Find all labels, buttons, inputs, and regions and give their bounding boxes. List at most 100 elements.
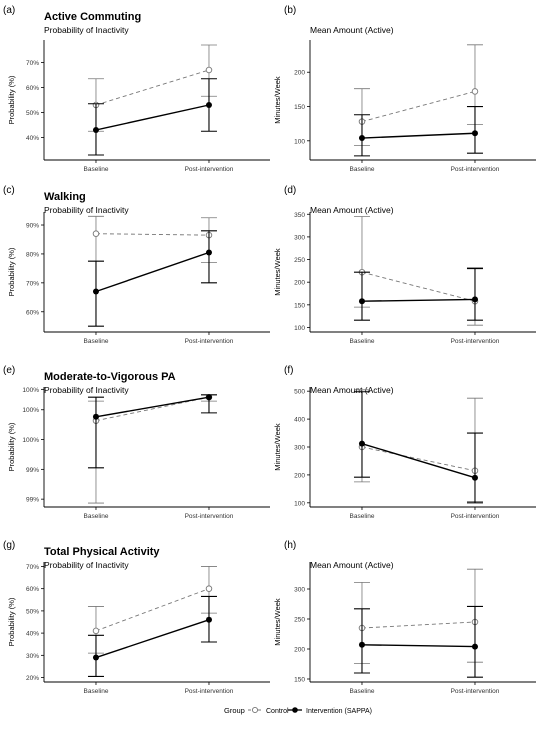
- series-intervention: [353, 605, 483, 678]
- series-line: [95, 396, 210, 422]
- y-tick-label: 100%: [22, 437, 39, 444]
- panel-subtitle: Probability of Inactivity: [44, 560, 129, 570]
- x-tick-label: Post-intervention: [185, 338, 234, 345]
- data-point: [205, 585, 213, 592]
- data-point: [471, 130, 478, 137]
- panel-subtitle: Probability of Inactivity: [44, 25, 129, 35]
- y-axis-label: Probability (%): [7, 597, 16, 646]
- series-control: [353, 568, 483, 664]
- panel-label: (e): [3, 365, 15, 376]
- series-control: [87, 44, 217, 132]
- chart-panel-b: (b) Mean Amount (Active) 100 150 200 Baseline…: [273, 5, 536, 173]
- y-tick-label: 200: [294, 472, 305, 479]
- y-axis-label: Minutes/Week: [273, 76, 282, 124]
- x-tick-label: Baseline: [84, 166, 109, 173]
- x-tick-label: Baseline: [350, 513, 375, 520]
- series-line: [95, 104, 210, 131]
- legend: Group Control Intervention (SAPPA): [224, 706, 372, 715]
- data-point: [471, 643, 478, 650]
- data-point: [358, 440, 365, 447]
- y-tick-label: 80%: [26, 251, 39, 258]
- y-tick-label: 40%: [26, 631, 39, 638]
- chart-panel-c: (c) Walking Probability of Inactivity 60% 70…: [3, 185, 270, 345]
- panel-label: (c): [3, 185, 15, 196]
- y-tick-label: 60%: [26, 309, 39, 316]
- x-tick-label: Baseline: [84, 338, 109, 345]
- y-tick-label: 70%: [26, 280, 39, 287]
- y-tick-label: 200: [294, 70, 305, 77]
- x-tick-label: Baseline: [84, 513, 109, 520]
- y-tick-label: 60%: [26, 586, 39, 593]
- series-control: [87, 393, 217, 504]
- legend-label: Control: [266, 708, 289, 715]
- legend-marker-control: [251, 706, 259, 714]
- chart-panel-f: (f) Mean Amount (Active) 100 200 300 400 500 Ba…: [273, 365, 536, 520]
- series-intervention: [353, 268, 483, 321]
- series-line: [361, 442, 476, 479]
- chart-panel-g: (g) Total Physical Activity Probability of…: [3, 540, 270, 695]
- y-tick-label: 150: [294, 677, 305, 684]
- y-tick-label: 100: [294, 138, 305, 145]
- data-point: [358, 641, 365, 648]
- x-tick-label: Post-intervention: [451, 688, 500, 695]
- panel-subtitle: Probability of Inactivity: [44, 205, 129, 215]
- y-axis-label: Probability (%): [7, 247, 16, 296]
- series-line: [95, 619, 210, 659]
- data-point: [92, 288, 99, 295]
- series-control: [353, 216, 483, 326]
- x-tick-label: Baseline: [350, 688, 375, 695]
- section-title: Total Physical Activity: [44, 546, 160, 558]
- series-line: [361, 132, 476, 139]
- x-tick-label: Post-intervention: [451, 166, 500, 173]
- data-point: [205, 616, 212, 623]
- y-tick-label: 500: [294, 389, 305, 396]
- series-line: [361, 90, 476, 123]
- y-tick-label: 150: [294, 104, 305, 111]
- y-tick-label: 400: [294, 417, 305, 424]
- legend-marker-intervention: [292, 707, 298, 713]
- y-tick-label: 40%: [26, 135, 39, 142]
- series-control: [87, 566, 217, 654]
- chart-panel-h: (h) Mean Amount (Active) 150 200 250 300 Basel…: [273, 540, 536, 695]
- series-line: [95, 588, 210, 632]
- x-tick-label: Post-intervention: [185, 513, 234, 520]
- y-tick-label: 150: [294, 302, 305, 309]
- panel-label: (b): [284, 5, 296, 16]
- panel-label: (f): [284, 365, 293, 376]
- y-tick-label: 70%: [26, 564, 39, 571]
- series-line: [95, 396, 210, 418]
- panel-subtitle: Mean Amount (Active): [310, 25, 394, 35]
- data-point: [358, 298, 365, 305]
- y-tick-label: 99%: [26, 467, 39, 474]
- series-line: [361, 298, 475, 302]
- y-axis-label: Minutes/Week: [273, 248, 282, 296]
- y-tick-label: 200: [294, 280, 305, 287]
- series-intervention: [87, 78, 217, 156]
- x-tick-label: Post-intervention: [451, 513, 500, 520]
- y-tick-label: 50%: [26, 608, 39, 615]
- y-tick-label: 250: [294, 257, 305, 264]
- data-point: [92, 627, 100, 635]
- data-point: [205, 102, 212, 108]
- y-tick-label: 60%: [26, 85, 39, 92]
- y-axis-label: Minutes/Week: [273, 423, 282, 471]
- data-point: [205, 66, 213, 74]
- data-point: [471, 88, 479, 95]
- data-point: [92, 654, 99, 661]
- data-point: [205, 249, 212, 256]
- section-title: Active Commuting: [44, 11, 141, 23]
- y-tick-label: 200: [294, 647, 305, 654]
- x-tick-label: Post-intervention: [185, 688, 234, 695]
- panel-label: (h): [284, 540, 296, 551]
- y-axis-label: Probability (%): [7, 422, 16, 471]
- y-tick-label: 20%: [26, 675, 39, 682]
- y-tick-label: 100%: [22, 387, 39, 394]
- x-tick-label: Post-intervention: [185, 166, 234, 173]
- y-tick-label: 100: [294, 500, 305, 507]
- chart-panel-e: (e) Moderate-to-Vigorous PA Probability of…: [3, 365, 270, 520]
- data-point: [92, 127, 99, 133]
- y-axis-label: Probability (%): [7, 75, 16, 124]
- y-tick-label: 350: [294, 212, 305, 219]
- series-intervention: [353, 391, 483, 504]
